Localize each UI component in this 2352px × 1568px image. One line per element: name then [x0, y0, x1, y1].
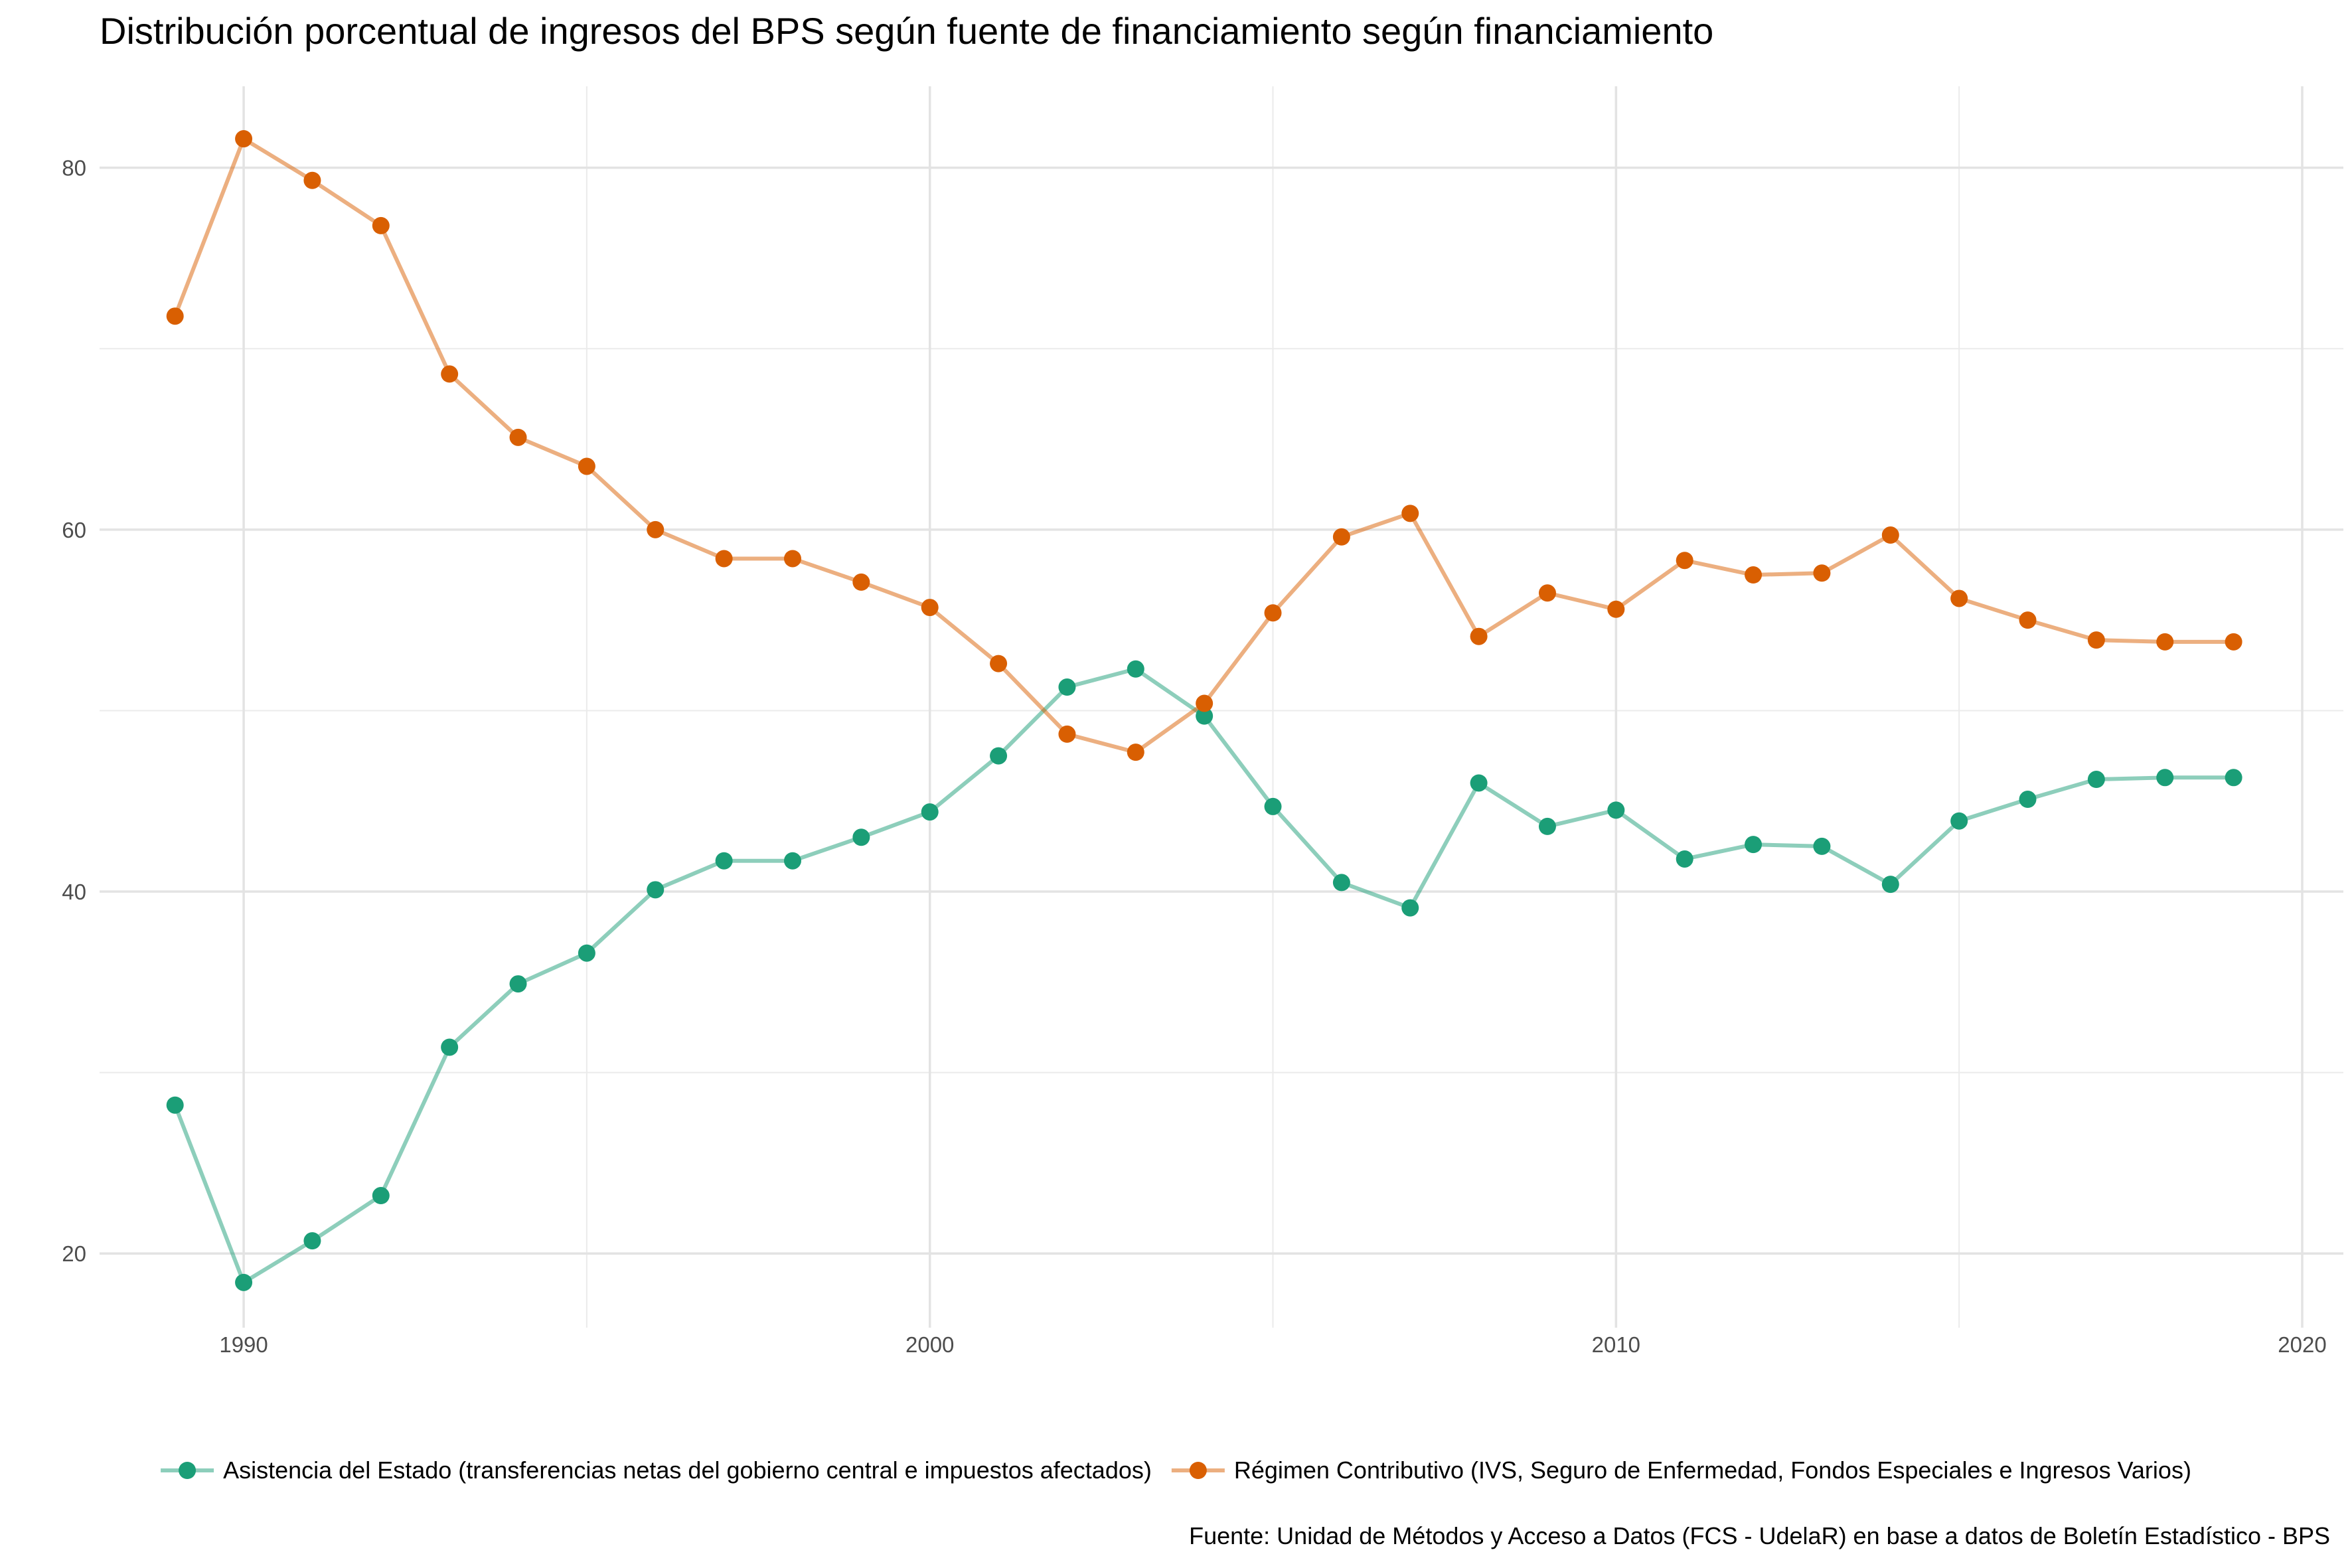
series-1-point-2009	[1538, 817, 1556, 835]
series-2-point-2019	[2225, 633, 2242, 651]
series-1-point-2003	[1127, 660, 1144, 678]
series-1-point-2006	[1332, 874, 1350, 892]
legend-item-1: Asistencia del Estado (transferencias ne…	[161, 1456, 1152, 1484]
series-1-point-2016	[2019, 791, 2037, 809]
series-1-point-1991	[303, 1232, 321, 1250]
legend-label-1: Asistencia del Estado (transferencias ne…	[223, 1456, 1152, 1484]
chart-caption: Fuente: Unidad de Métodos y Acceso a Dat…	[1189, 1522, 2330, 1549]
series-2-point-2010	[1607, 600, 1625, 618]
series-2-point-1994	[509, 428, 527, 446]
y-tick-label-40: 40	[62, 880, 86, 904]
y-tick-label-20: 20	[62, 1241, 86, 1266]
series-line-2	[173, 137, 2236, 755]
series-1-point-2002	[1058, 678, 1076, 696]
series-2-point-2006	[1332, 528, 1350, 546]
legend-key-point-1	[179, 1462, 196, 1479]
series-1-point-1989	[166, 1096, 184, 1114]
legend-label-2: Régimen Contributivo (IVS, Seguro de Enf…	[1234, 1456, 2191, 1484]
series-2-point-1997	[715, 550, 733, 568]
series-2-point-2008	[1470, 627, 1488, 645]
series-2-point-1991	[303, 171, 321, 189]
series-2-point-2003	[1127, 744, 1144, 761]
series-1-point-1995	[578, 944, 595, 962]
series-points	[166, 130, 2242, 1291]
series-1-point-1994	[509, 975, 527, 993]
y-axis-tick-labels: 20 40 60 80	[62, 156, 86, 1267]
series-2-point-1999	[852, 573, 870, 591]
series-2-point-1992	[372, 216, 390, 234]
series-2-point-2014	[1881, 526, 1899, 544]
series-2-point-2018	[2156, 633, 2174, 651]
series-2-point-1989	[166, 307, 184, 325]
x-tick-label-1990: 1990	[219, 1332, 268, 1357]
series-1-point-2005	[1264, 797, 1282, 815]
series-1-point-2019	[2225, 769, 2242, 787]
legend-item-2: Régimen Contributivo (IVS, Seguro de Enf…	[1171, 1456, 2191, 1484]
series-2-point-2013	[1813, 564, 1831, 582]
y-tick-label-80: 80	[62, 156, 86, 181]
series-2-point-2017	[2087, 631, 2105, 649]
series-1-point-2007	[1401, 899, 1419, 917]
legend-key-point-2	[1189, 1462, 1207, 1479]
legend: Asistencia del Estado (transferencias ne…	[161, 1456, 2191, 1484]
series-2-point-2002	[1058, 725, 1076, 743]
series-1-point-1998	[783, 852, 801, 870]
series-1-point-2008	[1470, 774, 1488, 792]
x-tick-label-2020: 2020	[2278, 1332, 2326, 1357]
x-tick-label-2010: 2010	[1592, 1332, 1640, 1357]
series-2-point-1998	[783, 550, 801, 568]
x-tick-label-2000: 2000	[905, 1332, 954, 1357]
series-1-point-2012	[1745, 836, 1763, 854]
series-2-point-2011	[1676, 552, 1693, 570]
series-1-point-1990	[235, 1273, 253, 1291]
series-2-point-2015	[1950, 589, 1968, 607]
series-1-point-2015	[1950, 812, 1968, 830]
series-2-point-1990	[235, 130, 253, 148]
series-1-point-1996	[647, 881, 665, 899]
series-1-point-2001	[990, 747, 1008, 765]
series-2-point-2001	[990, 655, 1008, 672]
series-1-point-2011	[1676, 850, 1693, 868]
series-2-point-1995	[578, 457, 595, 475]
series-1-point-2017	[2087, 771, 2105, 789]
grid-major	[100, 86, 2343, 1328]
series-2-point-2009	[1538, 584, 1556, 602]
series-2-point-1993	[441, 365, 459, 383]
chart-title: Distribución porcentual de ingresos del …	[100, 10, 1713, 52]
series-1-point-1992	[372, 1187, 390, 1205]
series-2-point-1996	[647, 520, 665, 538]
series-2-point-2007	[1401, 505, 1419, 522]
series-2-point-2004	[1196, 694, 1214, 712]
x-axis-tick-labels: 1990 2000 2010 2020	[219, 1332, 2326, 1357]
series-2-point-2012	[1745, 566, 1763, 584]
series-2-point-2005	[1264, 604, 1282, 622]
series-1-point-2004	[1196, 707, 1214, 725]
grid-minor	[100, 86, 2343, 1328]
series-1-point-1999	[852, 828, 870, 846]
series-1-point-2014	[1881, 876, 1899, 894]
series-1-point-2018	[2156, 769, 2174, 787]
series-1-point-1997	[715, 852, 733, 870]
series-2-point-2000	[921, 599, 939, 617]
series-2-point-2016	[2019, 611, 2037, 629]
series-1-point-1993	[441, 1038, 459, 1056]
series-1-point-2010	[1607, 801, 1625, 819]
series-1-point-2000	[921, 803, 939, 821]
series-1-point-2013	[1813, 837, 1831, 855]
y-tick-label-60: 60	[62, 518, 86, 542]
series-line-1	[173, 666, 2236, 1285]
